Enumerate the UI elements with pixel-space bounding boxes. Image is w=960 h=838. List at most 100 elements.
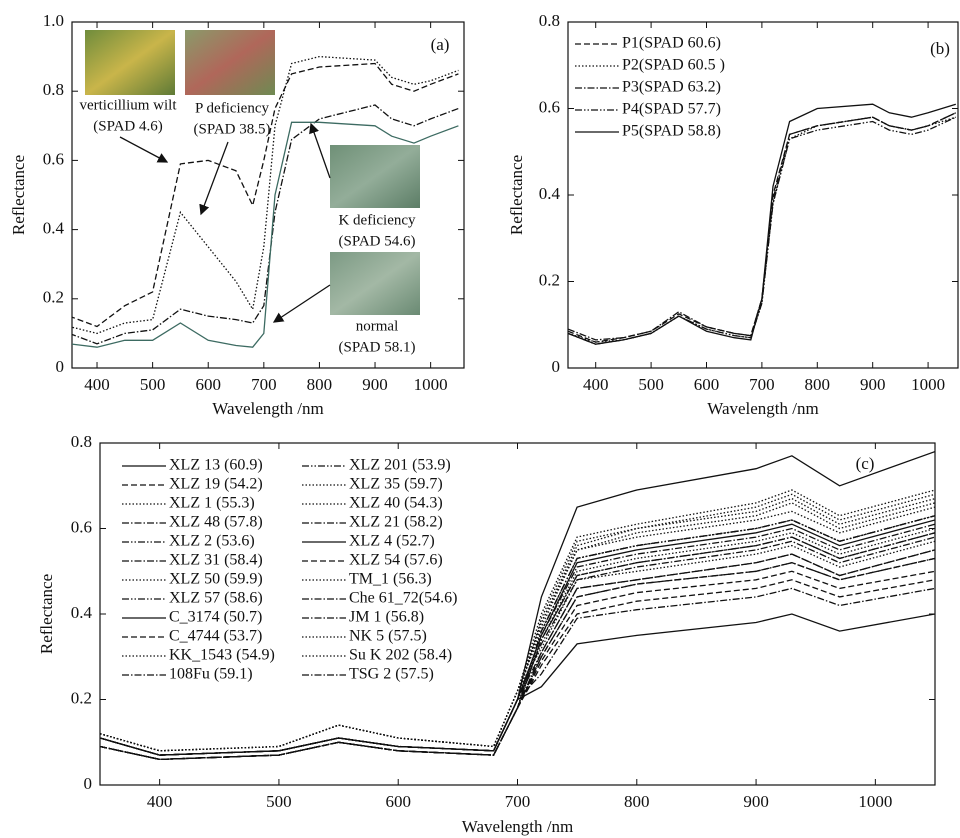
series-line [72, 121, 459, 348]
panel: 400 500 600 700 800 900 1000 0 0.2 0.4 0.6 0.8 Wavel… [507, 11, 959, 418]
series-line [568, 103, 956, 345]
x-tick-label: 400 [147, 792, 173, 811]
y-tick-label: 0.4 [539, 184, 561, 203]
legend-label: P4(SPAD 57.7) [622, 101, 721, 118]
x-axis-label: Wavelength /nm [707, 399, 818, 418]
photo-normal [330, 252, 420, 315]
x-tick-label: 400 [84, 375, 110, 394]
x-axis-label: Wavelength /nm [212, 399, 323, 418]
annotation: (SPAD 38.5) [194, 121, 271, 137]
legend-label: XLZ 35 (59.7) [349, 476, 443, 493]
y-tick-label: 0.6 [43, 149, 64, 168]
photo-verticillium [85, 30, 175, 95]
legend-label: XLZ 54 (57.6) [349, 552, 443, 569]
photo-k-deficiency [330, 145, 420, 208]
legend-label: XLZ 1 (55.3) [169, 495, 255, 512]
series-line [100, 532, 935, 761]
x-tick-label: 1000 [858, 792, 892, 811]
legend-label: C_4744 (53.7) [169, 628, 262, 645]
series-line [72, 104, 459, 345]
series-group [72, 55, 459, 348]
legend-label: P3(SPAD 63.2) [622, 79, 721, 96]
plot-frame [71, 21, 465, 369]
panel: 400 500 600 700 800 900 1000 0 0.2 0.4 0.6 0.8 Wavel… [37, 432, 936, 836]
y-tick-label: 0.6 [71, 517, 92, 536]
x-tick-label: 800 [307, 375, 333, 394]
legend-label: XLZ 57 (58.6) [169, 590, 263, 607]
x-tick-label: 900 [743, 792, 769, 811]
y-tick-label: 0 [552, 357, 561, 376]
y-axis-label: Reflectance [507, 155, 526, 235]
y-tick-label: 1.0 [43, 11, 64, 30]
series-line [568, 112, 957, 341]
legend-label: XLZ 40 (54.3) [349, 495, 443, 512]
y-tick-label: 0 [84, 774, 93, 793]
x-tick-label: 500 [140, 375, 166, 394]
legend-label: XLZ 31 (58.4) [169, 552, 263, 569]
x-tick-label: 500 [638, 375, 664, 394]
y-tick-label: 0.6 [539, 97, 560, 116]
legend-label: TSG 2 (57.5) [349, 666, 434, 683]
x-tick-label: 800 [805, 375, 831, 394]
x-tick-label: 1000 [414, 375, 448, 394]
x-tick-label: 900 [860, 375, 886, 394]
legend-label: P1(SPAD 60.6) [622, 35, 721, 52]
y-tick-label: 0.2 [71, 688, 92, 707]
legend-label: XLZ 13 (60.9) [169, 457, 263, 474]
x-tick-label: 500 [266, 792, 292, 811]
y-tick-label: 0.8 [43, 80, 64, 99]
series-line [100, 493, 935, 756]
x-tick-label: 400 [583, 375, 609, 394]
panel: 400 500 600 700 800 900 1000 0 0.2 0.4 0.6 0.8 1.0 Wa… [9, 11, 465, 418]
arrows [119, 122, 331, 323]
annotation: normal [356, 318, 399, 334]
series-line [100, 587, 935, 756]
series-line [100, 489, 935, 752]
legend-label: XLZ 201 (53.9) [349, 457, 451, 474]
y-tick-label: 0.2 [43, 288, 64, 307]
legend-label: TM_1 (56.3) [349, 571, 432, 588]
arrow [309, 122, 331, 179]
x-axis-label: Wavelength /nm [462, 817, 573, 836]
y-tick-label: 0.4 [71, 603, 93, 622]
legend-label: XLZ 19 (54.2) [169, 476, 263, 493]
annotation: P deficiency [195, 100, 269, 116]
legend-label: NK 5 (57.5) [349, 628, 427, 645]
legend-label: XLZ 2 (53.6) [169, 533, 255, 550]
x-tick-label: 800 [624, 792, 650, 811]
series-line [100, 502, 935, 752]
y-axis-label: Reflectance [9, 155, 28, 235]
panel-label: (b) [930, 39, 950, 58]
annotation: verticillium wilt [79, 97, 177, 113]
legend-label: Che 61_72(54.6) [349, 590, 457, 607]
y-tick-label: 0.8 [71, 432, 92, 451]
series-line [100, 532, 935, 761]
photo-p-deficiency [185, 30, 275, 95]
annotation: K deficiency [338, 212, 416, 228]
annotation: (SPAD 4.6) [93, 118, 162, 134]
series-line [568, 116, 957, 345]
arrow [272, 284, 331, 323]
series-line [568, 112, 957, 343]
legend-label: XLZ 21 (58.2) [349, 514, 443, 531]
series-group [100, 450, 935, 761]
legend-label: XLZ 4 (52.7) [349, 533, 435, 550]
panel-label: (c) [856, 454, 875, 473]
x-tick-label: 600 [195, 375, 221, 394]
y-tick-label: 0.8 [539, 11, 560, 30]
legend-label: XLZ 48 (57.8) [169, 514, 263, 531]
x-tick-label: 700 [251, 375, 277, 394]
photos [85, 30, 420, 315]
y-tick-label: 0.2 [539, 270, 560, 289]
legend-label: C_3174 (50.7) [169, 609, 262, 626]
arrow [119, 136, 169, 163]
x-tick-label: 600 [694, 375, 720, 394]
x-tick-label: 900 [362, 375, 388, 394]
x-tick-label: 700 [749, 375, 775, 394]
series-line [568, 116, 956, 343]
arrow [199, 141, 229, 216]
series-line [72, 62, 459, 328]
legend-label: JM 1 (56.8) [349, 609, 424, 626]
